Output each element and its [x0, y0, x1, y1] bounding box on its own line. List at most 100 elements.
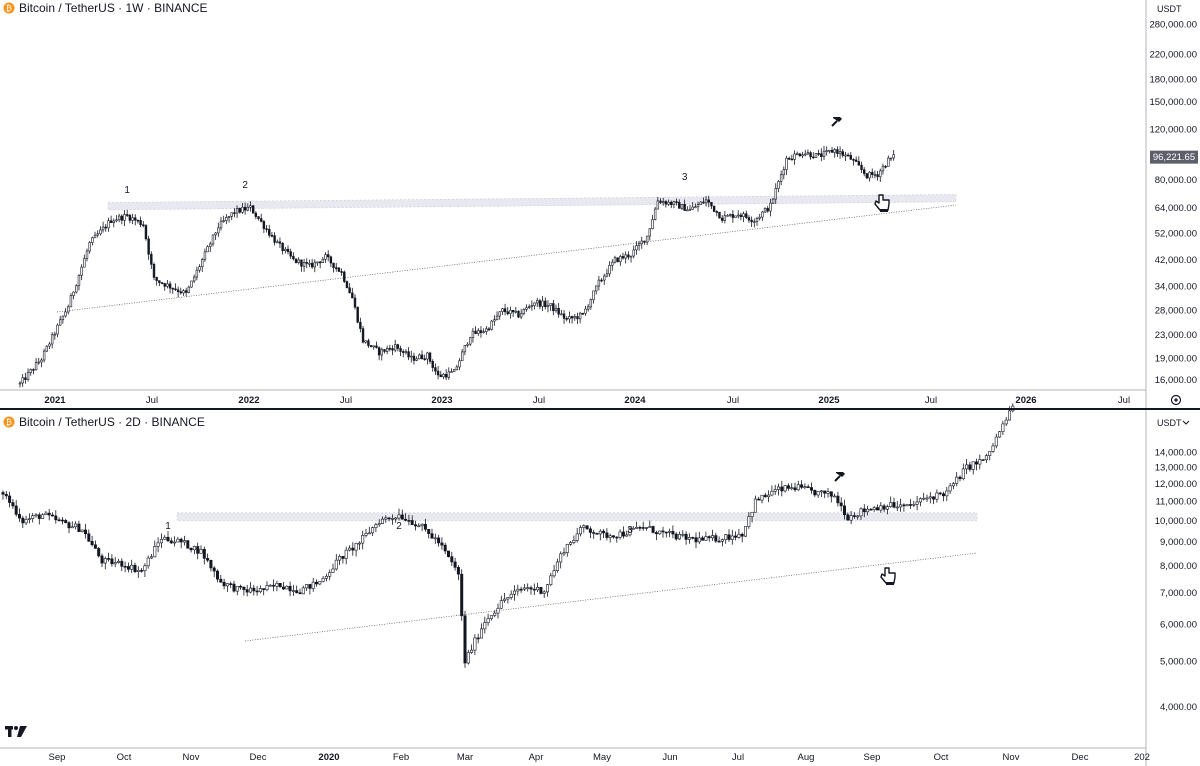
candle: [351, 542, 355, 556]
candle: [506, 597, 510, 604]
wave-label: 2: [242, 180, 248, 191]
candle: [862, 504, 866, 518]
candle: [844, 151, 847, 161]
candle: [592, 290, 595, 304]
candle: [544, 297, 547, 310]
candle: [629, 255, 633, 263]
candle: [621, 526, 625, 539]
candle: [374, 522, 378, 532]
candle: [281, 582, 285, 590]
candle: [64, 518, 68, 524]
candle: [644, 527, 648, 531]
candle: [661, 526, 665, 538]
wave-label: 1: [165, 521, 171, 532]
candle: [404, 513, 408, 522]
candle: [120, 214, 124, 225]
candle: [275, 580, 279, 592]
candle: [173, 536, 177, 547]
candle: [526, 583, 530, 592]
candle: [592, 529, 596, 540]
top-time-axis[interactable]: 2021 Jul 2022 Jul 2023 Jul 2024 Jul 2025 Jul 2026 J…: [44, 395, 1130, 406]
top-price-scale[interactable]: 16,000.00 19,000.00 23,000.00 28,000.00 34,0…: [1149, 19, 1197, 386]
candle: [849, 151, 853, 160]
candle: [254, 211, 258, 220]
candle: [377, 346, 381, 361]
candle: [380, 347, 383, 361]
candle: [313, 259, 316, 273]
candle: [26, 368, 30, 382]
candle: [75, 284, 78, 294]
candle: [842, 499, 846, 520]
candle: [688, 204, 692, 211]
candle: [674, 532, 678, 541]
candle: [189, 547, 193, 553]
candle: [589, 298, 593, 310]
candle: [541, 296, 544, 312]
x-tick-label: 2024: [624, 395, 646, 406]
candle: [704, 531, 708, 541]
candle: [143, 563, 147, 577]
top-resistance-zone: [107, 194, 957, 211]
candle: [262, 220, 266, 234]
candle: [664, 531, 668, 538]
candle: [171, 287, 174, 294]
y-tick-label: 28,000.00: [1155, 305, 1197, 316]
candle: [715, 210, 719, 217]
bottom-price-scale[interactable]: 4,000.00 5,000.00 6,000.00 7,000.00 8,000.00…: [1155, 447, 1197, 712]
candle: [168, 281, 172, 294]
candle: [881, 163, 885, 175]
candle: [357, 541, 361, 550]
candle: [495, 311, 499, 321]
bottom-candles: [1, 403, 1015, 668]
x-tick-label: Jun: [662, 752, 677, 763]
candle: [53, 331, 57, 340]
candle: [578, 525, 582, 537]
candle: [532, 583, 536, 595]
x-tick-label: Apr: [529, 752, 544, 763]
bottom-symbol-header: ₿ Bitcoin / TetherUS · 2D · BINANCE USDT: [3, 415, 1190, 429]
candle: [723, 211, 727, 224]
candle: [375, 341, 378, 349]
candle: [163, 535, 167, 540]
candle: [624, 251, 627, 264]
chevron-down-icon[interactable]: [1182, 420, 1190, 425]
candle: [667, 199, 670, 206]
y-tick-label: 64,000.00: [1155, 203, 1197, 214]
candle: [466, 342, 469, 348]
candle: [460, 348, 464, 362]
gear-icon[interactable]: [1170, 394, 1182, 406]
candle: [856, 514, 860, 520]
candle: [677, 531, 681, 541]
last-price-label: 96,221.65: [1153, 152, 1195, 163]
candle: [41, 513, 45, 519]
candle: [413, 520, 417, 531]
candle: [400, 509, 404, 520]
candle: [440, 537, 444, 550]
candle: [694, 532, 698, 549]
candle: [174, 283, 177, 292]
candle: [176, 536, 180, 543]
candle: [158, 280, 161, 287]
candle: [48, 341, 51, 350]
candle: [519, 308, 523, 320]
candle: [58, 315, 62, 326]
candle: [915, 496, 919, 511]
y-tick-label: 42,000.00: [1155, 255, 1197, 266]
candle: [836, 146, 839, 158]
y-tick-label: 280,000.00: [1149, 19, 1197, 30]
candle: [262, 588, 266, 596]
y-tick-label: 8,000.00: [1160, 561, 1197, 572]
candle: [136, 219, 140, 224]
candle: [27, 513, 31, 524]
candle: [780, 480, 784, 497]
candle: [790, 154, 794, 161]
candle: [423, 518, 427, 532]
candle: [192, 545, 196, 555]
candle: [640, 236, 643, 249]
candle: [314, 579, 318, 587]
candle: [444, 369, 448, 381]
bottom-time-axis[interactable]: Sep Oct Nov Dec 2020 Feb Mar Apr May Jun Jul Aug Sep…: [49, 752, 1150, 763]
candle: [686, 206, 689, 212]
candle: [140, 568, 144, 573]
